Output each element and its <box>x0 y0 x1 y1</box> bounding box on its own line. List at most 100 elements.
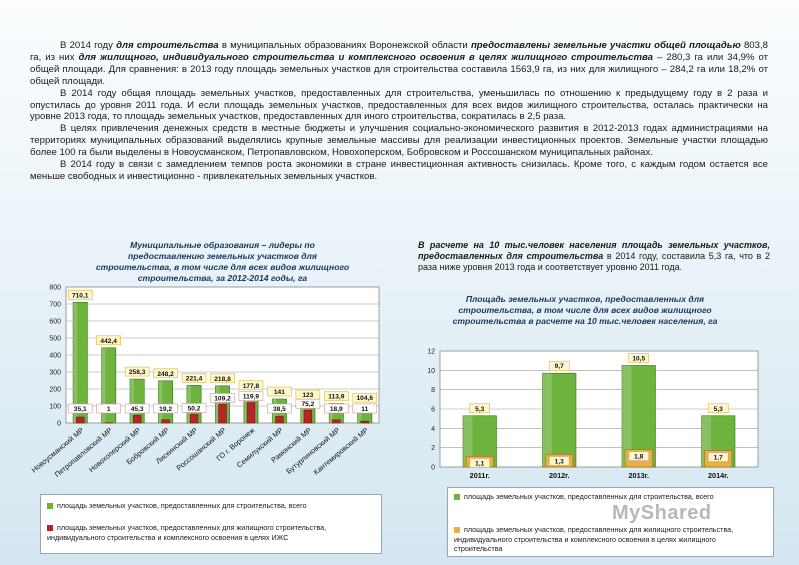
bar-highlight <box>463 415 473 467</box>
value-label-bg <box>352 392 378 403</box>
value-label-bg <box>628 451 650 461</box>
value-label-housing: 75,2 <box>301 401 314 408</box>
value-label-total: 10,5 <box>632 356 645 363</box>
legend-item-housing: площадь земельных участков, предоставлен… <box>454 525 764 554</box>
legend-label: площадь земельных участков, предоставлен… <box>47 523 327 542</box>
bar-housing <box>189 414 199 424</box>
right-note: В расчете на 10 тыс.человек населения пл… <box>418 240 771 273</box>
bar-housing <box>161 419 170 424</box>
bar-highlight <box>701 415 711 467</box>
bar-highlight <box>243 392 248 423</box>
value-label-total: 113,9 <box>328 394 344 401</box>
y-tick-label: 10 <box>427 368 435 375</box>
value-label-bg <box>210 393 235 403</box>
bar-housing <box>360 420 369 424</box>
value-label-bg <box>124 403 150 414</box>
value-label-total: 177,8 <box>243 383 260 390</box>
y-tick-label: 0 <box>57 421 61 428</box>
bar-total <box>542 372 577 468</box>
value-label-bg <box>548 360 570 371</box>
category-label: Россошанский МР <box>175 426 228 473</box>
value-label-bg <box>628 353 650 363</box>
value-label-total: 9,7 <box>555 363 564 370</box>
paragraph-4: В 2014 году в связи с замедлением темпов… <box>30 159 768 182</box>
right-chart-title: Площадь земельных участков, предоставлен… <box>452 294 718 326</box>
y-tick-label: 6 <box>431 407 435 414</box>
legend-swatch-green <box>454 494 460 500</box>
value-label-bg <box>295 398 321 409</box>
value-label-housing: 18,9 <box>330 406 343 413</box>
value-label-total: 248,2 <box>157 371 174 378</box>
y-tick-label: 0 <box>431 465 435 472</box>
value-label-housing: 1,7 <box>714 455 723 462</box>
category-label: Новохоперский МР <box>87 426 142 475</box>
y-tick-label: 8 <box>431 387 435 394</box>
value-label-housing: 11 <box>361 406 368 413</box>
value-label-bg <box>67 289 93 300</box>
value-label-total: 258,3 <box>129 369 146 376</box>
y-tick-label: 200 <box>49 387 61 394</box>
category-label: 2011г. <box>470 471 490 480</box>
y-tick-label: 12 <box>427 349 435 356</box>
value-label-bg <box>181 373 207 383</box>
value-label-bg <box>96 335 121 346</box>
left-chart: 0100200300400500600700800710,135,1Новоус… <box>30 285 380 479</box>
bar-housing <box>246 402 256 424</box>
y-tick-label: 500 <box>49 336 61 343</box>
value-label-housing: 1,8 <box>634 454 643 461</box>
bar-housing <box>218 404 227 424</box>
value-label-bg <box>469 458 491 468</box>
value-label-housing: 1 <box>107 406 111 413</box>
value-label-total: 710,1 <box>72 292 89 299</box>
value-label-bg <box>181 403 207 413</box>
paragraph-3: В целях привлечения денежных средств в м… <box>30 123 768 159</box>
value-label-housing: 119,9 <box>243 394 259 401</box>
value-label-bg <box>153 368 178 379</box>
legend-label: площадь земельных участков, предоставлен… <box>454 525 734 553</box>
value-label-housing: 45,3 <box>131 406 144 413</box>
paragraph-1: В 2014 году для строительства в муниципа… <box>30 40 768 87</box>
legend-swatch-orange <box>454 527 460 533</box>
bar-highlight <box>622 365 632 467</box>
value-label-bg <box>210 373 235 384</box>
category-label: 2013г. <box>628 471 649 480</box>
value-label-bg <box>153 403 178 414</box>
bar-highlight <box>101 347 106 423</box>
value-label-total: 5,3 <box>714 406 723 413</box>
value-label-housing: 35,1 <box>74 406 87 413</box>
bar-housing <box>275 416 284 424</box>
value-label-housing: 1,3 <box>555 458 564 465</box>
value-label-bg <box>469 403 491 414</box>
bar-highlight <box>300 402 305 423</box>
bar-housing <box>332 419 341 424</box>
bar-highlight <box>542 373 552 467</box>
legend-swatch-red <box>47 525 53 531</box>
value-label-bg <box>67 403 93 414</box>
y-tick-label: 4 <box>431 426 435 433</box>
value-label-bg <box>324 391 349 401</box>
value-label-total: 104,6 <box>357 395 374 402</box>
value-label-total: 221,4 <box>186 375 203 382</box>
value-label-bg <box>352 403 378 414</box>
category-label: 2012г. <box>549 471 570 480</box>
bar-highlight <box>130 379 135 423</box>
value-label-bg <box>267 403 292 414</box>
paragraph-2: В 2014 году общая площадь земельных учас… <box>30 87 768 123</box>
bar-highlight <box>73 302 78 423</box>
bar-highlight <box>329 403 334 423</box>
left-chart-title: Муниципальные образования – лидеры по пр… <box>95 240 350 283</box>
value-label-total: 123 <box>302 392 313 399</box>
legend-item-housing: площадь земельных участков, предоставлен… <box>47 523 367 542</box>
legend-label: площадь земельных участков, предоставлен… <box>464 492 714 501</box>
bar-highlight <box>158 380 163 423</box>
bar-housing <box>303 409 313 424</box>
value-label-bg <box>124 366 150 377</box>
value-label-bg <box>707 403 729 414</box>
bar-highlight <box>215 385 220 423</box>
value-label-bg <box>548 456 570 466</box>
y-tick-label: 600 <box>49 319 61 326</box>
bar-highlight <box>357 405 362 423</box>
bar-housing <box>76 416 85 424</box>
category-label: Кантемировский МР <box>312 426 370 477</box>
